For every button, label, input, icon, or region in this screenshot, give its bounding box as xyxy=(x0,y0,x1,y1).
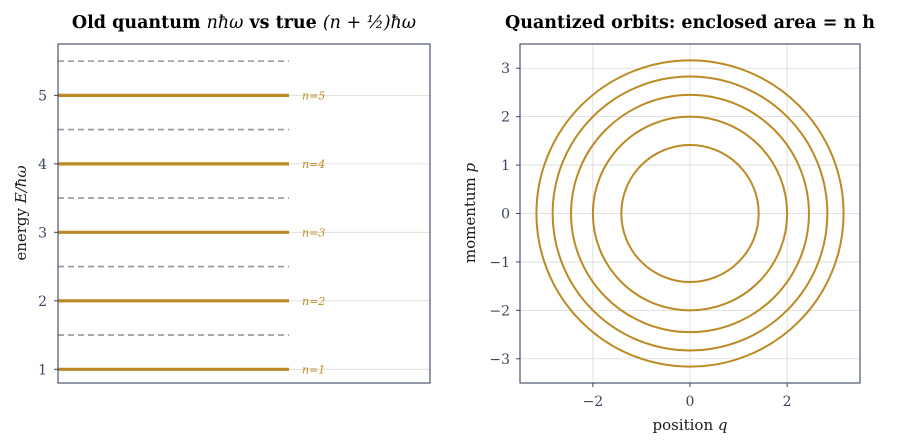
left-title: Old quantum nħω vs true (n + ½)ħω xyxy=(72,13,416,33)
left-ytick-label-5: 5 xyxy=(38,88,47,104)
orbit-3 xyxy=(570,93,810,334)
level-label-5: n=5 xyxy=(302,89,325,102)
right-xtick-label-2: 2 xyxy=(783,394,792,410)
right-ytick-label-1: 1 xyxy=(501,158,510,174)
level-label-1: n=1 xyxy=(302,363,325,376)
right-ytick-label-2: 2 xyxy=(501,110,510,126)
right-plot-frame xyxy=(519,43,861,384)
orbit-5 xyxy=(535,59,845,368)
left-y-ticks: 1 2 3 4 5 xyxy=(38,88,58,378)
right-ytick-label-3: 3 xyxy=(501,61,510,77)
orbit-4 xyxy=(551,75,829,352)
left-plot-frame xyxy=(57,43,431,384)
left-y-axis-label: energy E/ħω xyxy=(12,165,30,260)
left-panel: Old quantum nħω vs true (n + ½)ħω n=1 n=2… xyxy=(12,13,431,384)
right-panel: Quantized orbits: enclosed area = n h −2… xyxy=(461,13,875,434)
left-ytick-label-1: 1 xyxy=(38,362,47,378)
right-ytick-label--3: −3 xyxy=(489,352,510,368)
right-x-ticks: −2 0 2 xyxy=(583,383,792,410)
orbit-2 xyxy=(591,115,789,312)
level-label-4: n=4 xyxy=(302,158,325,171)
true-energy-levels xyxy=(58,60,289,336)
level-label-2: n=2 xyxy=(302,295,325,308)
right-y-axis-label: momentum p xyxy=(461,162,479,263)
left-ytick-label-3: 3 xyxy=(38,225,47,241)
level-label-3: n=3 xyxy=(302,226,325,239)
right-xtick-label-0: 0 xyxy=(686,394,695,410)
right-ytick-label--2: −2 xyxy=(489,303,510,319)
level-labels: n=1 n=2 n=3 n=4 n=5 xyxy=(302,89,325,376)
left-ytick-label-4: 4 xyxy=(38,157,47,173)
old-quantum-levels xyxy=(58,93,289,371)
right-title: Quantized orbits: enclosed area = n h xyxy=(505,13,875,33)
right-ytick-label--1: −1 xyxy=(489,255,510,271)
right-y-ticks: −3 −2 −1 0 1 2 3 xyxy=(489,61,520,368)
orbits xyxy=(535,59,845,368)
right-ytick-label-0: 0 xyxy=(501,207,510,223)
right-x-axis-label: position q xyxy=(652,416,727,434)
right-xtick-label--2: −2 xyxy=(583,394,604,410)
left-ytick-label-2: 2 xyxy=(38,294,47,310)
orbit-1 xyxy=(620,144,760,283)
